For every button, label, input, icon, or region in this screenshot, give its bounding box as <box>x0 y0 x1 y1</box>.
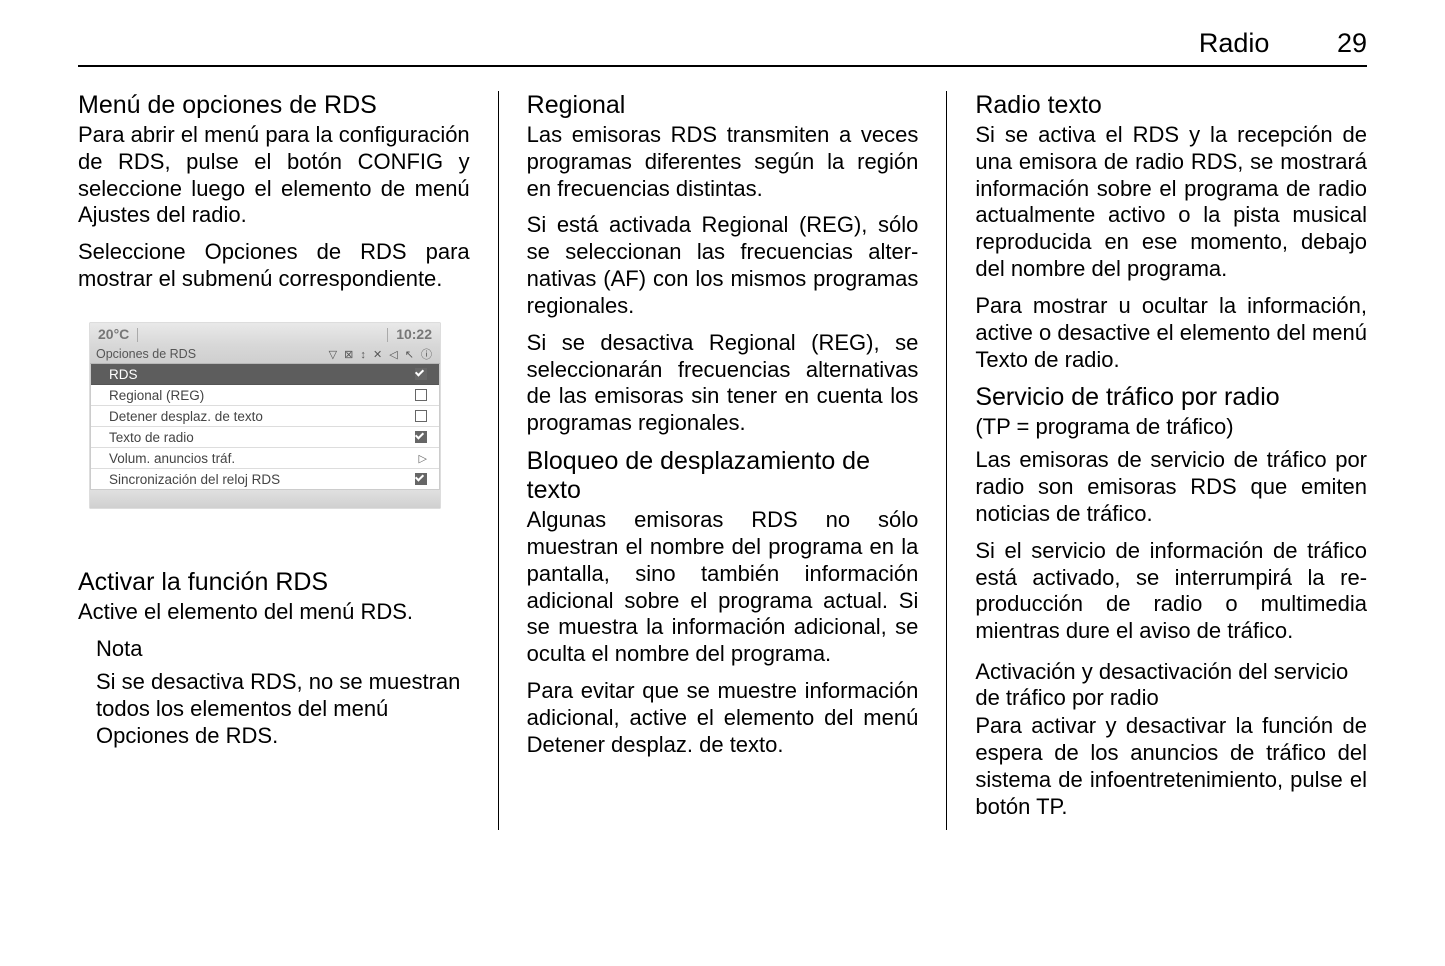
screenshot-menu-row: Detener desplaz. de texto <box>91 406 439 427</box>
para-activate-rds: Active el elemento del menú RDS. <box>78 599 470 626</box>
header-section: Radio <box>1199 28 1270 58</box>
para-tp-def: (TP = programa de tráfico) <box>975 414 1367 441</box>
screenshot-menu-row-label: Texto de radio <box>109 430 194 445</box>
screenshot-topbar: 20°C 10:22 <box>90 323 440 345</box>
screenshot-menu-row: RDS <box>91 364 439 385</box>
screenshot-subtitle: Opciones de RDS <box>96 347 196 361</box>
screenshot-menu-list: RDS Regional (REG) Detener desplaz. de tex… <box>90 364 440 490</box>
screenshot-menu-row-label: RDS <box>109 367 138 382</box>
note-block: Nota Si se desactiva RDS, no se mues­tra… <box>78 636 470 749</box>
para-text-scroll-2: Para evitar que se muestre informa­ción … <box>527 678 919 758</box>
screenshot-menu-row-label: Regional (REG) <box>109 388 204 403</box>
infotainment-screenshot: 20°C 10:22 Opciones de RDS ▽ ⊠ ↕ ✕ ◁ ↖ ⓘ… <box>90 323 440 508</box>
para-radio-text-2: Para mostrar u ocultar la información, a… <box>975 293 1367 373</box>
screenshot-menu-row-label: Detener desplaz. de texto <box>109 409 263 424</box>
screenshot-menu-row: Sincronización del reloj RDS <box>91 469 439 489</box>
para-rds-menu-2: Seleccione Opciones de RDS para mostrar … <box>78 239 470 293</box>
content-columns: Menú de opciones de RDS Para abrir el me… <box>78 91 1367 830</box>
heading-traffic-service: Servicio de tráfico por radio <box>975 383 1367 412</box>
heading-activate-rds: Activar la función RDS <box>78 568 470 597</box>
header-rule <box>78 65 1367 67</box>
para-regional-3: Si se desactiva Regional (REG), se selec… <box>527 330 919 437</box>
checkbox-on-icon <box>415 368 427 380</box>
para-traffic-toggle: Para activar y desactivar la función de … <box>975 713 1367 820</box>
checkbox-on-icon <box>415 473 427 485</box>
column-1: Menú de opciones de RDS Para abrir el me… <box>78 91 498 830</box>
heading-rds-options-menu: Menú de opciones de RDS <box>78 91 470 120</box>
screenshot-menu-row-label: Volum. anuncios tráf. <box>109 451 235 466</box>
screenshot-footer <box>90 490 440 508</box>
screenshot-temp: 20°C <box>98 326 129 342</box>
para-text-scroll-1: Algunas emisoras RDS no sólo muestran el… <box>527 507 919 668</box>
para-regional-1: Las emisoras RDS transmiten a ve­ces pro… <box>527 122 919 202</box>
chevron-right-icon: ▷ <box>419 452 427 465</box>
heading-traffic-toggle: Activación y desactivación del servicio … <box>975 659 1367 711</box>
para-regional-2: Si está activada Regional (REG), sólo se… <box>527 212 919 319</box>
screenshot-status-icons: ▽ ⊠ ↕ ✕ ◁ ↖ ⓘ <box>329 346 434 362</box>
screenshot-subtitle-bar: Opciones de RDS ▽ ⊠ ↕ ✕ ◁ ↖ ⓘ <box>90 345 440 364</box>
page-header: Radio 29 <box>78 28 1367 59</box>
para-rds-menu-1: Para abrir el menú para la configura­ció… <box>78 122 470 229</box>
note-label: Nota <box>96 636 470 663</box>
note-body: Si se desactiva RDS, no se mues­tran tod… <box>96 669 470 749</box>
column-3: Radio texto Si se activa el RDS y la rec… <box>947 91 1367 830</box>
column-2: Regional Las emisoras RDS transmiten a v… <box>499 91 947 830</box>
screenshot-menu-row: Volum. anuncios tráf. ▷ <box>91 448 439 469</box>
screenshot-menu-row: Texto de radio <box>91 427 439 448</box>
screenshot-menu-row: Regional (REG) <box>91 385 439 406</box>
heading-regional: Regional <box>527 91 919 120</box>
checkbox-off-icon <box>415 389 427 401</box>
screenshot-time: 10:22 <box>396 326 432 342</box>
heading-radio-text: Radio texto <box>975 91 1367 120</box>
heading-text-scroll-lock: Bloqueo de desplazamiento de texto <box>527 447 919 505</box>
screenshot-menu-row-label: Sincronización del reloj RDS <box>109 472 280 487</box>
para-traffic-1: Las emisoras de servicio de tráfico por … <box>975 447 1367 527</box>
checkbox-on-icon <box>415 431 427 443</box>
header-page-number: 29 <box>1337 28 1367 58</box>
checkbox-off-icon <box>415 410 427 422</box>
para-radio-text-1: Si se activa el RDS y la recepción de un… <box>975 122 1367 283</box>
para-traffic-2: Si el servicio de información de tráfico… <box>975 538 1367 645</box>
